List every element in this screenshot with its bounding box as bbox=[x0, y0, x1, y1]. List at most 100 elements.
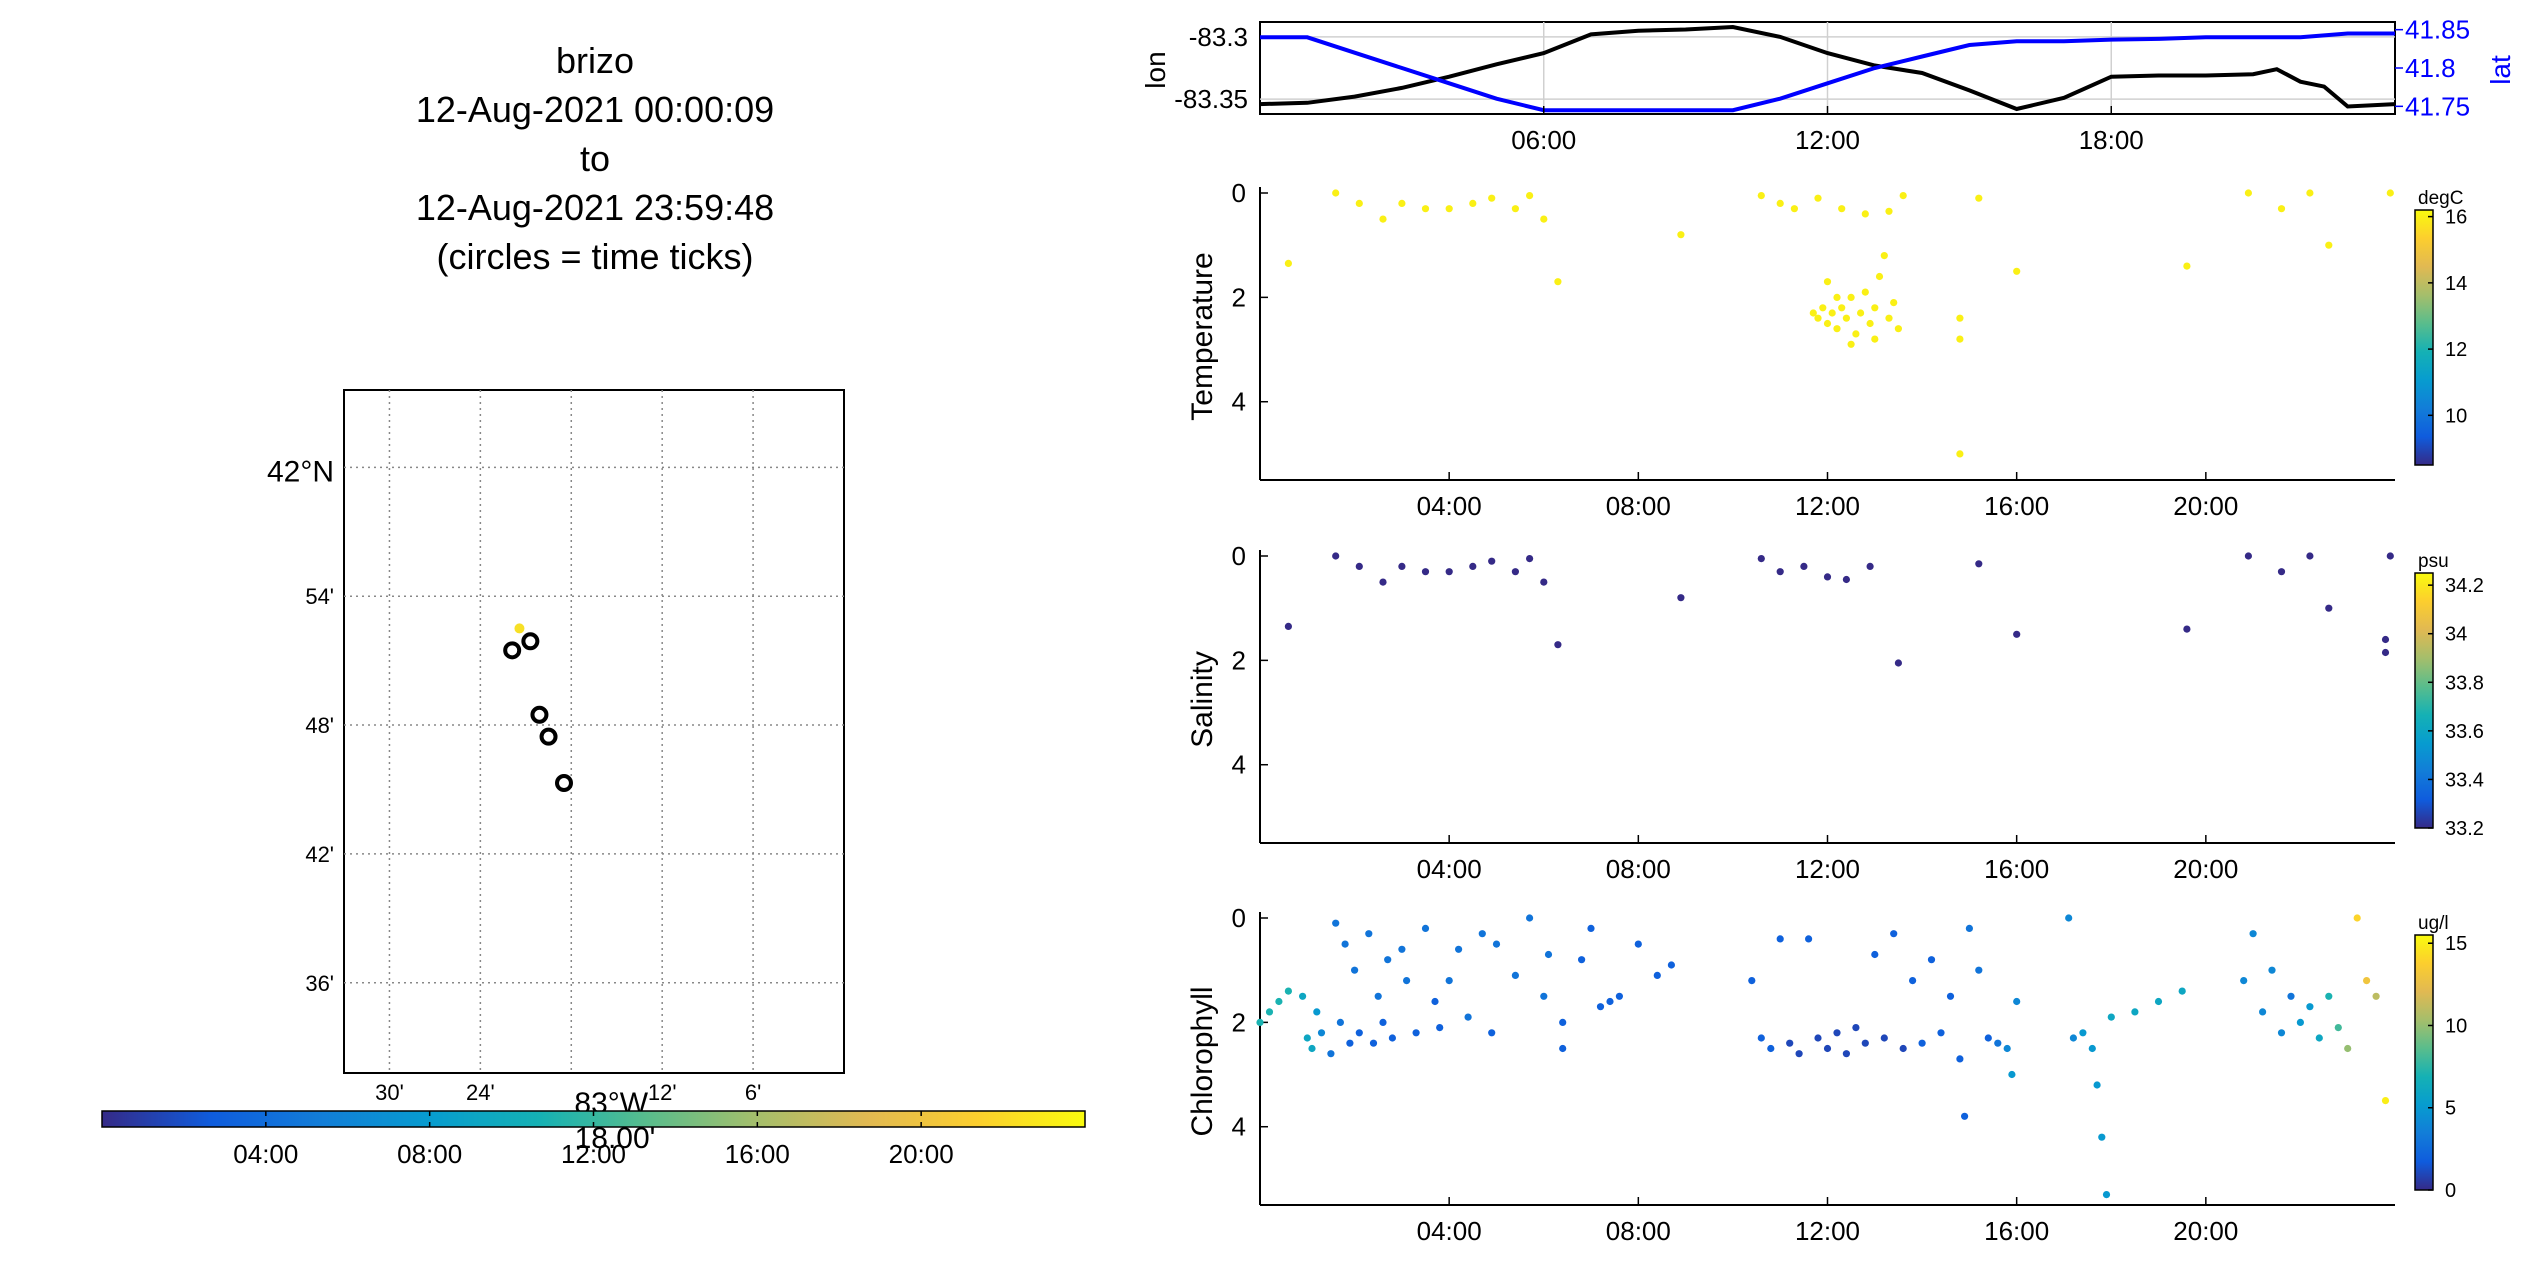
time-tick-circle bbox=[530, 705, 549, 724]
data-point bbox=[1336, 1018, 1344, 1026]
data-point bbox=[1615, 992, 1623, 1000]
data-point bbox=[1852, 330, 1860, 338]
data-point bbox=[1786, 1039, 1794, 1047]
data-point bbox=[1838, 304, 1846, 312]
data-point bbox=[2003, 1044, 2011, 1053]
colorbar-tick-label: 10 bbox=[2445, 1015, 2467, 1037]
series-line-lat bbox=[1260, 31, 2395, 113]
track-map: 42°N54'48'42'36'30' 24' 83°W 12' 6' bbox=[267, 389, 845, 1120]
data-point bbox=[2102, 1191, 2111, 1199]
data-point bbox=[2353, 914, 2361, 922]
data-point bbox=[1303, 1034, 1311, 1042]
data-point bbox=[1469, 562, 1477, 571]
data-point bbox=[1317, 1029, 1326, 1037]
data-point bbox=[1842, 1050, 1850, 1058]
data-point bbox=[1767, 1044, 1775, 1053]
data-point bbox=[1308, 1044, 1316, 1053]
x-tick-label: 12:00 bbox=[1795, 854, 1860, 884]
title-line-platform: brizo bbox=[555, 40, 635, 81]
chlorophyll-panel: 0 2 4 Chlorophyll 04:00 08:00 12:00 16:00 20:00 u… bbox=[1186, 903, 2467, 1246]
data-point bbox=[1894, 325, 1902, 333]
x-tick-label: 20:00 bbox=[2173, 1216, 2238, 1246]
data-point bbox=[1544, 950, 1553, 959]
x-tick-label: 08:00 bbox=[1606, 1216, 1671, 1246]
data-point bbox=[1823, 573, 1832, 581]
data-point bbox=[2178, 987, 2186, 995]
data-point bbox=[1961, 1112, 1969, 1120]
data-point bbox=[2277, 568, 2286, 576]
y-right-tick-label: 41.75 bbox=[2405, 91, 2470, 121]
data-point bbox=[1596, 1003, 1605, 1011]
colorbar-tick-label: 12 bbox=[2445, 339, 2467, 361]
x-tick-label: 16:00 bbox=[1984, 491, 2049, 521]
data-point bbox=[1795, 1050, 1803, 1058]
data-point bbox=[2325, 241, 2333, 249]
data-point bbox=[1809, 309, 1817, 317]
figure-title: brizo 12-Aug-2021 00:00:09 to 12-Aug-202… bbox=[360, 36, 830, 281]
data-point bbox=[1861, 288, 1869, 296]
salinity-panel: 0 2 4 Salinity 04:00 08:00 12:00 16:00 20:00 psu 3… bbox=[1186, 541, 2484, 884]
time-tick-circle bbox=[521, 632, 540, 651]
data-point bbox=[1880, 252, 1888, 260]
data-point bbox=[1578, 956, 1586, 964]
map-lon-label: 24' bbox=[466, 1080, 495, 1105]
map-lat-label: 36' bbox=[305, 971, 334, 996]
data-point bbox=[1823, 1044, 1832, 1053]
data-point bbox=[1284, 987, 1292, 995]
data-point bbox=[2013, 630, 2021, 638]
data-point bbox=[2268, 966, 2276, 974]
data-point bbox=[1332, 919, 1340, 927]
data-point bbox=[1790, 205, 1798, 213]
data-point bbox=[1355, 1029, 1363, 1037]
map-lat-label: 42°N bbox=[267, 455, 334, 488]
data-point bbox=[1838, 205, 1846, 213]
x-tick-label: 04:00 bbox=[1417, 854, 1482, 884]
y-left-label: lon bbox=[1140, 51, 1171, 88]
data-point bbox=[1388, 1034, 1396, 1042]
data-point bbox=[2325, 604, 2333, 612]
data-point bbox=[1313, 1008, 1321, 1016]
colorbar-tick-label: 0 bbox=[2445, 1180, 2456, 1202]
colorbar-tick-label: 34.2 bbox=[2445, 575, 2484, 597]
map-lon-label: 12' bbox=[648, 1080, 677, 1105]
data-point bbox=[2107, 1013, 2115, 1021]
data-point bbox=[1421, 205, 1430, 213]
lon-lat-panel: -83.3 -83.35 41.85 41.8 41.75 lon lat 06:00 12:0… bbox=[1140, 15, 2516, 155]
data-point bbox=[1956, 314, 1964, 322]
colorbar bbox=[2414, 934, 2434, 1191]
data-point bbox=[1511, 568, 1519, 576]
data-point bbox=[1899, 192, 1907, 200]
data-point bbox=[2277, 205, 2286, 213]
data-point bbox=[1332, 189, 1340, 197]
data-point bbox=[1284, 622, 1292, 631]
data-point bbox=[1805, 935, 1813, 943]
data-point bbox=[1757, 192, 1765, 200]
time-tick-circle bbox=[503, 641, 522, 660]
data-point bbox=[1284, 259, 1292, 267]
data-point bbox=[1346, 1039, 1354, 1047]
data-point bbox=[1398, 562, 1406, 571]
data-point bbox=[1559, 1044, 1567, 1053]
data-point bbox=[1653, 971, 1661, 980]
data-point bbox=[1488, 557, 1496, 565]
data-point bbox=[1355, 562, 1363, 571]
time-colorbar-label: 20:00 bbox=[889, 1139, 954, 1169]
data-point bbox=[1842, 314, 1850, 322]
data-point bbox=[1776, 568, 1784, 576]
data-point bbox=[2093, 1081, 2101, 1089]
time-colorbar-label: 16:00 bbox=[725, 1139, 790, 1169]
data-point bbox=[1871, 950, 1879, 959]
y-axis-label: Salinity bbox=[1186, 651, 1219, 748]
data-point bbox=[1351, 966, 1359, 974]
data-point bbox=[1379, 578, 1387, 586]
data-point bbox=[1814, 314, 1822, 322]
y-tick-label: 2 bbox=[1232, 282, 1246, 312]
data-point bbox=[1421, 568, 1430, 576]
data-point bbox=[1464, 1013, 1472, 1021]
data-point bbox=[2259, 1008, 2267, 1016]
data-point bbox=[1994, 1039, 2002, 1047]
data-point bbox=[1398, 945, 1406, 953]
y-tick-label: 2 bbox=[1232, 645, 1246, 675]
data-point bbox=[2065, 914, 2073, 922]
data-point bbox=[1918, 1039, 1926, 1047]
